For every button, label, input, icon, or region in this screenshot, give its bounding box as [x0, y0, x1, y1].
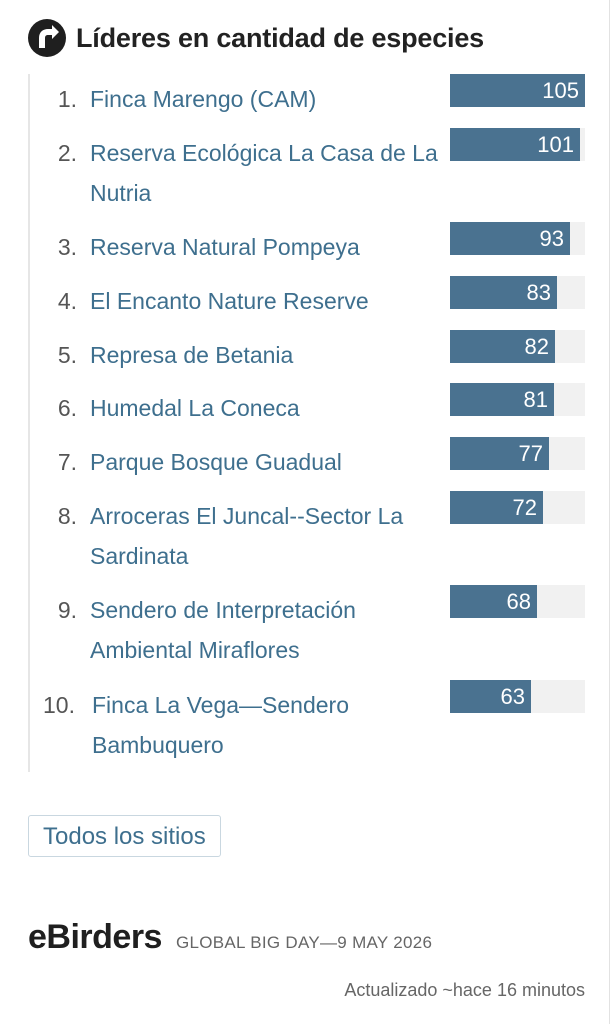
species-bar-fill — [450, 74, 585, 107]
species-bar-fill — [450, 585, 537, 618]
event-label: GLOBAL BIG DAY—9 MAY 2026 — [175, 933, 433, 952]
species-count: 77 — [518, 441, 543, 466]
leader-site-link[interactable]: El Encanto Nature Reserve — [90, 288, 369, 314]
species-count: 93 — [539, 226, 564, 251]
list-divider — [28, 74, 30, 772]
species-bar-fill — [450, 128, 580, 161]
species-bar-fill — [450, 276, 557, 309]
species-count: 68 — [506, 589, 531, 614]
right-divider — [609, 0, 610, 1024]
leader-site-link[interactable]: Humedal La Coneca — [90, 395, 300, 421]
species-bar-track: 81 — [450, 383, 585, 416]
leader-rank: 3. — [57, 234, 77, 260]
leader-rank: 7. — [57, 449, 77, 475]
species-bar-track: 72 — [450, 491, 585, 524]
section-header: Líderes en cantidad de especies — [28, 18, 484, 58]
section-title: Líderes en cantidad de especies — [76, 22, 484, 53]
species-bar-track: 93 — [450, 222, 585, 255]
species-bar-track: 77 — [450, 437, 585, 470]
species-count: 72 — [512, 495, 537, 520]
species-bar-track: 68 — [450, 585, 585, 618]
species-bar-track: 82 — [450, 330, 585, 363]
leader-rank: 8. — [57, 503, 77, 529]
leader-site-link[interactable]: Arroceras El Juncal--Sector La Sardinata — [90, 503, 404, 569]
species-bar-track: 105 — [450, 74, 585, 107]
leader-site-link[interactable]: Finca Marengo (CAM) — [90, 86, 317, 112]
leader-rank: 4. — [57, 288, 77, 314]
species-bar-fill — [450, 383, 554, 416]
leader-site-link[interactable]: Reserva Ecológica La Casa de La Nutria — [90, 140, 438, 206]
species-bar-track: 63 — [450, 680, 585, 713]
leader-rank: 5. — [57, 342, 77, 368]
species-bar-fill — [450, 330, 555, 363]
leader-rank: 2. — [57, 140, 77, 166]
all-sites-button[interactable]: Todos los sitios — [28, 815, 221, 857]
leader-rank: 6. — [57, 395, 77, 421]
species-count: 63 — [500, 684, 525, 709]
species-bar-track: 101 — [450, 128, 585, 161]
leader-site-link[interactable]: Represa de Betania — [90, 342, 294, 368]
leader-site-link[interactable]: Reserva Natural Pompeya — [90, 234, 360, 260]
species-count: 105 — [542, 78, 579, 103]
leader-rank: 10. — [43, 692, 75, 718]
species-count: 81 — [523, 387, 548, 412]
species-bar-fill — [450, 491, 543, 524]
leader-site-link[interactable]: Sendero de Interpretación Ambiental Mira… — [90, 597, 356, 663]
species-count: 101 — [537, 132, 574, 157]
species-bar-fill — [450, 680, 531, 713]
updated-timestamp: Actualizado ~hace 16 minutos — [344, 980, 585, 1000]
species-bar-fill — [450, 437, 549, 470]
ebird-logo-icon — [28, 19, 66, 57]
leader-site-link[interactable]: Finca La Vega—Sendero Bambuquero — [92, 692, 350, 758]
species-count: 83 — [526, 280, 551, 305]
leader-rank: 1. — [57, 86, 77, 112]
ebirders-heading: eBirders GLOBAL BIG DAY—9 MAY 2026 — [28, 918, 432, 957]
leader-site-link[interactable]: Parque Bosque Guadual — [90, 449, 342, 475]
species-bar-track: 83 — [450, 276, 585, 309]
leader-rank: 9. — [57, 597, 77, 623]
ebirders-title: eBirders — [28, 918, 162, 956]
species-bar-fill — [450, 222, 570, 255]
species-count: 82 — [524, 334, 549, 359]
